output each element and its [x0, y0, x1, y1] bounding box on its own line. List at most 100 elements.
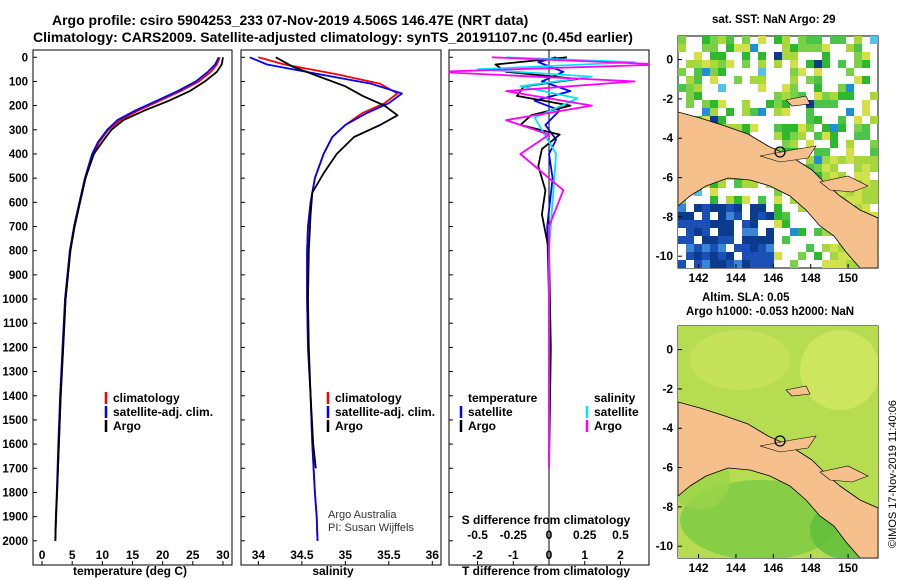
- sst-cell: [694, 76, 702, 84]
- sst-cell: [726, 204, 734, 212]
- depth-tick-label: 400: [9, 149, 28, 161]
- sst-cell: [870, 196, 878, 204]
- sst-cell: [718, 236, 726, 244]
- sst-cell: [750, 44, 758, 52]
- sst-cell: [710, 68, 718, 76]
- sst-cell: [726, 220, 734, 228]
- sst-cell: [838, 36, 846, 44]
- sst-cell: [838, 172, 846, 180]
- sst-cell: [766, 228, 774, 236]
- sst-cell: [750, 108, 758, 116]
- argo-position-marker: [774, 146, 786, 158]
- lat-tick-label: 0: [666, 343, 673, 357]
- sst-cell: [838, 164, 846, 172]
- sst-cell: [862, 100, 870, 108]
- sst-cell: [710, 44, 718, 52]
- sst-cell: [846, 196, 854, 204]
- sst-cell: [734, 44, 742, 52]
- sst-cell: [678, 244, 686, 252]
- legend-label: Argo: [113, 419, 141, 433]
- depth-tick-label: 1300: [2, 367, 28, 379]
- sst-cell: [742, 260, 750, 268]
- sst-cell: [846, 172, 854, 180]
- sst-cell: [734, 196, 742, 204]
- new-guinea-landmass: [678, 111, 878, 268]
- sst-cell: [694, 236, 702, 244]
- temperature-plot: [54, 56, 224, 541]
- sst-cell: [742, 180, 750, 188]
- sst-cell: [782, 100, 790, 108]
- sst-cell: [862, 76, 870, 84]
- sst-cell: [822, 172, 830, 180]
- sst-cell: [710, 252, 718, 260]
- sst-cell: [750, 228, 758, 236]
- sst-cell: [766, 252, 774, 260]
- sst-cell: [694, 244, 702, 252]
- sst-cell: [806, 124, 814, 132]
- sst-cell: [790, 140, 798, 148]
- sst-cell: [750, 260, 758, 268]
- sst-cell: [846, 148, 854, 156]
- sst-cell: [758, 108, 766, 116]
- sst-cell: [702, 68, 710, 76]
- lon-tick-label: 148: [801, 561, 821, 575]
- sst-cell: [718, 68, 726, 76]
- sst-cell: [806, 36, 814, 44]
- sst-cell: [822, 60, 830, 68]
- sst-cell: [790, 76, 798, 84]
- lat-tick-label: -2: [662, 92, 673, 106]
- sst-cell: [782, 212, 790, 220]
- sst-cell: [782, 52, 790, 60]
- x-tick-label: 25: [186, 548, 200, 562]
- sst-cell: [686, 260, 694, 268]
- sst-cell: [822, 92, 830, 100]
- sst-cell: [742, 220, 750, 228]
- sst-cell: [822, 252, 830, 260]
- x-tick-label: 35.5: [377, 548, 401, 562]
- series-line: [449, 56, 649, 469]
- depth-tick-label: 300: [9, 125, 28, 137]
- sst-cell: [806, 76, 814, 84]
- sst-cell: [718, 180, 726, 188]
- x-tick-label: 0: [39, 548, 46, 562]
- depth-tick-label: 700: [9, 222, 28, 234]
- sst-cell: [806, 108, 814, 116]
- depth-tick-label: 600: [9, 197, 28, 209]
- sst-cell: [686, 100, 694, 108]
- sst-cell: [766, 220, 774, 228]
- lon-tick-label: 146: [763, 271, 783, 285]
- sst-cell: [766, 204, 774, 212]
- series-line: [54, 57, 224, 541]
- sst-cell: [678, 68, 686, 76]
- sst-cell: [774, 60, 782, 68]
- sst-cell: [686, 84, 694, 92]
- sst-cell: [814, 148, 822, 156]
- sst-cell: [846, 68, 854, 76]
- depth-tick-label: 1800: [2, 487, 28, 499]
- sst-cell: [694, 260, 702, 268]
- sst-cell: [814, 132, 822, 140]
- sst-cell: [710, 36, 718, 44]
- sst-cell: [838, 124, 846, 132]
- sst-cell: [710, 236, 718, 244]
- sst-cell: [790, 84, 798, 92]
- sst-cell: [742, 212, 750, 220]
- island: [819, 175, 869, 193]
- sst-cell: [798, 252, 806, 260]
- sst-cell: [702, 108, 710, 116]
- legend-label: satellite: [594, 405, 639, 419]
- sst-cell: [686, 60, 694, 68]
- annotation-line1: Argo Australia: [328, 509, 397, 521]
- sst-cell: [678, 204, 686, 212]
- sst-cell: [830, 100, 838, 108]
- difference-legend: temperature satellite Argo salinity sate…: [459, 391, 639, 433]
- sst-cell: [862, 196, 870, 204]
- sst-cell: [854, 204, 862, 212]
- sst-cell: [830, 140, 838, 148]
- lon-tick-label: 150: [838, 561, 858, 575]
- sst-cell: [710, 228, 718, 236]
- sst-cell: [758, 260, 766, 268]
- sst-cell: [854, 164, 862, 172]
- sst-cell: [686, 220, 694, 228]
- sst-cell: [822, 100, 830, 108]
